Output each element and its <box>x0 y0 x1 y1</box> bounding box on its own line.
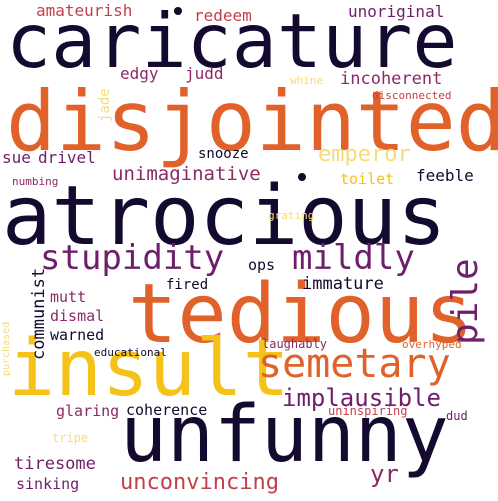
word-overhyped: overhyped <box>402 338 462 351</box>
word-sinking: sinking <box>16 475 80 493</box>
word-uninspiring: uninspiring <box>328 404 408 418</box>
word-educational: educational <box>94 346 167 359</box>
word-edgy: edgy <box>120 64 159 83</box>
word-tiresome: tiresome <box>14 454 96 474</box>
dot-decoration <box>298 173 306 181</box>
word-disconnected: disconnected <box>372 89 452 102</box>
dot-decoration <box>174 7 182 15</box>
word-unfunny: unfunny <box>120 390 449 480</box>
word-incoherent: incoherent <box>340 69 443 89</box>
word-numbing: numbing <box>12 175 59 188</box>
word-warned: warned <box>50 326 105 344</box>
word-yr: yr <box>370 460 399 488</box>
word-drivel: drivel <box>38 148 96 167</box>
word-coherence: coherence <box>126 401 208 419</box>
word-laughably: laughably <box>262 337 328 351</box>
word-sue: sue <box>2 148 31 167</box>
word-snooze: snooze <box>198 146 249 162</box>
word-amateurish: amateurish <box>36 1 133 20</box>
word-tedious: tedious <box>128 267 474 362</box>
word-caricature: caricature <box>6 0 458 85</box>
word-emperor: emperor <box>318 142 411 167</box>
word-dismal: dismal <box>50 307 105 325</box>
word-semetary: semetary <box>258 341 451 387</box>
word-jade: jade <box>97 88 113 122</box>
word-judd: judd <box>185 64 224 83</box>
word-whine: whine <box>290 74 324 87</box>
word-tripe: tripe <box>52 431 89 445</box>
word-implausible: implausible <box>282 384 441 412</box>
word-grating: grating <box>268 209 315 222</box>
word-immature: immature <box>302 274 384 294</box>
word-mutt: mutt <box>50 288 87 306</box>
word-purchased: purchased <box>1 321 12 376</box>
word-disjointed: disjointed <box>6 73 498 170</box>
word-unconvincing: unconvincing <box>120 470 279 495</box>
word-toilet: toilet <box>340 170 395 188</box>
word-communist: communist <box>29 267 49 360</box>
word-pile: pile <box>445 258 486 345</box>
word-ops: ops <box>248 256 276 274</box>
word-stupidity: stupidity <box>40 238 225 278</box>
word-atrocious: atrocious <box>2 169 447 264</box>
word-unoriginal: unoriginal <box>348 2 445 21</box>
word-insult: insult <box>8 324 290 414</box>
word-redeem: redeem <box>194 6 252 25</box>
word-dud: dud <box>446 409 468 423</box>
word-feeble: feeble <box>416 166 474 185</box>
word-mildly: mildly <box>292 238 415 278</box>
word-fired: fired <box>166 277 209 293</box>
word-unimaginative: unimaginative <box>112 163 261 185</box>
word-glaring: glaring <box>56 402 120 420</box>
